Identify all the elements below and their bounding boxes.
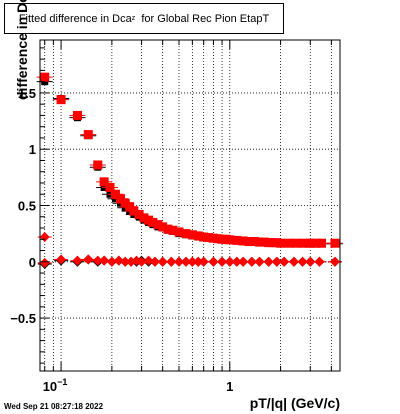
data-point-square	[158, 222, 168, 232]
data-point-square	[148, 217, 158, 227]
data-point-square	[163, 224, 173, 234]
grid-lines	[40, 40, 340, 371]
data-point-square	[225, 235, 235, 245]
data-point-square	[40, 72, 50, 82]
data-point-square	[204, 233, 214, 243]
data-point-diamond	[279, 256, 290, 267]
data-point-square	[181, 229, 191, 239]
data-point-diamond	[136, 256, 147, 267]
x-tick-label: 10−1	[43, 377, 68, 394]
data-point-diamond	[254, 256, 265, 267]
data-point-diamond	[99, 255, 110, 266]
data-point-square	[105, 182, 115, 192]
data-point-diamond	[314, 256, 325, 267]
data-point-diamond	[217, 256, 228, 267]
data-point-diamond	[56, 254, 67, 265]
data-point-diamond	[271, 256, 282, 267]
y-axis-label-main: difference in Dca	[14, 0, 30, 100]
data-point-square	[99, 177, 109, 187]
data-point-square	[168, 225, 178, 235]
data-point-square	[110, 189, 120, 199]
data-point-diamond	[39, 232, 50, 243]
series-1	[36, 72, 343, 248]
data-point-diamond	[198, 256, 209, 267]
data-point-square	[249, 237, 259, 247]
tick-labels: −0.5 0 0.5 1 1.5 10−1 1	[10, 86, 233, 394]
series-3	[37, 232, 342, 268]
data-point-square	[72, 110, 82, 120]
data-point-square	[153, 220, 163, 230]
y-tick-label: 1.5	[18, 86, 36, 101]
chart-title-rest: for Global Rec Pion EtapT	[141, 12, 270, 25]
chart-title-main: Fitted difference in Dca	[18, 12, 132, 25]
x-tick-label: 1	[226, 379, 233, 394]
data-point-diamond	[246, 256, 257, 267]
y-tick-label: 0	[29, 255, 36, 270]
data-point-diamond	[329, 256, 340, 267]
data-point-diamond	[143, 255, 154, 266]
data-point-diamond	[238, 256, 249, 267]
chart-title: Fitted difference in Dca z for Global Rec…	[4, 3, 284, 34]
data-point-square	[125, 202, 135, 212]
data-point-diamond	[113, 255, 124, 266]
data-point-diamond	[106, 256, 117, 267]
data-point-square	[134, 210, 144, 220]
data-point-square	[174, 227, 184, 237]
data-point-square	[232, 235, 242, 245]
data-point-square	[199, 232, 209, 242]
data-point-diamond	[83, 254, 94, 265]
data-point-diamond	[263, 256, 274, 267]
series-0	[36, 78, 343, 248]
data-point-diamond	[39, 257, 50, 268]
axis-ticks	[40, 40, 332, 371]
date-stamp: Wed Sep 21 08:27:18 2022	[4, 402, 104, 411]
data-point-square	[83, 130, 93, 140]
y-tick-label: −0.5	[10, 311, 36, 326]
data-point-diamond	[208, 256, 219, 267]
data-point-diamond	[288, 256, 299, 267]
data-point-square	[330, 238, 340, 248]
data-point-square	[129, 206, 139, 216]
y-tick-label: 1	[29, 142, 36, 157]
data-point-diamond	[305, 256, 316, 267]
data-point-square	[193, 231, 203, 241]
data-point-diamond	[72, 255, 83, 266]
data-point-diamond	[297, 256, 308, 267]
data-point-square	[317, 238, 327, 248]
chart-title-subscript: z	[131, 15, 136, 22]
data-point-square	[187, 230, 197, 240]
data-point-square	[115, 194, 125, 204]
data-point-square	[276, 238, 286, 248]
data-point-square	[93, 160, 103, 170]
data-point-diamond	[166, 256, 177, 267]
data-point-diamond	[157, 256, 168, 267]
y-tick-label: 0.5	[18, 199, 36, 214]
data-point-square	[139, 213, 149, 223]
x-axis-label: pT/|q| (GeV/c)	[249, 395, 340, 411]
data-point-square	[238, 236, 248, 246]
data-point-square	[56, 95, 66, 105]
data-series	[36, 72, 343, 270]
data-point-diamond	[149, 256, 160, 267]
